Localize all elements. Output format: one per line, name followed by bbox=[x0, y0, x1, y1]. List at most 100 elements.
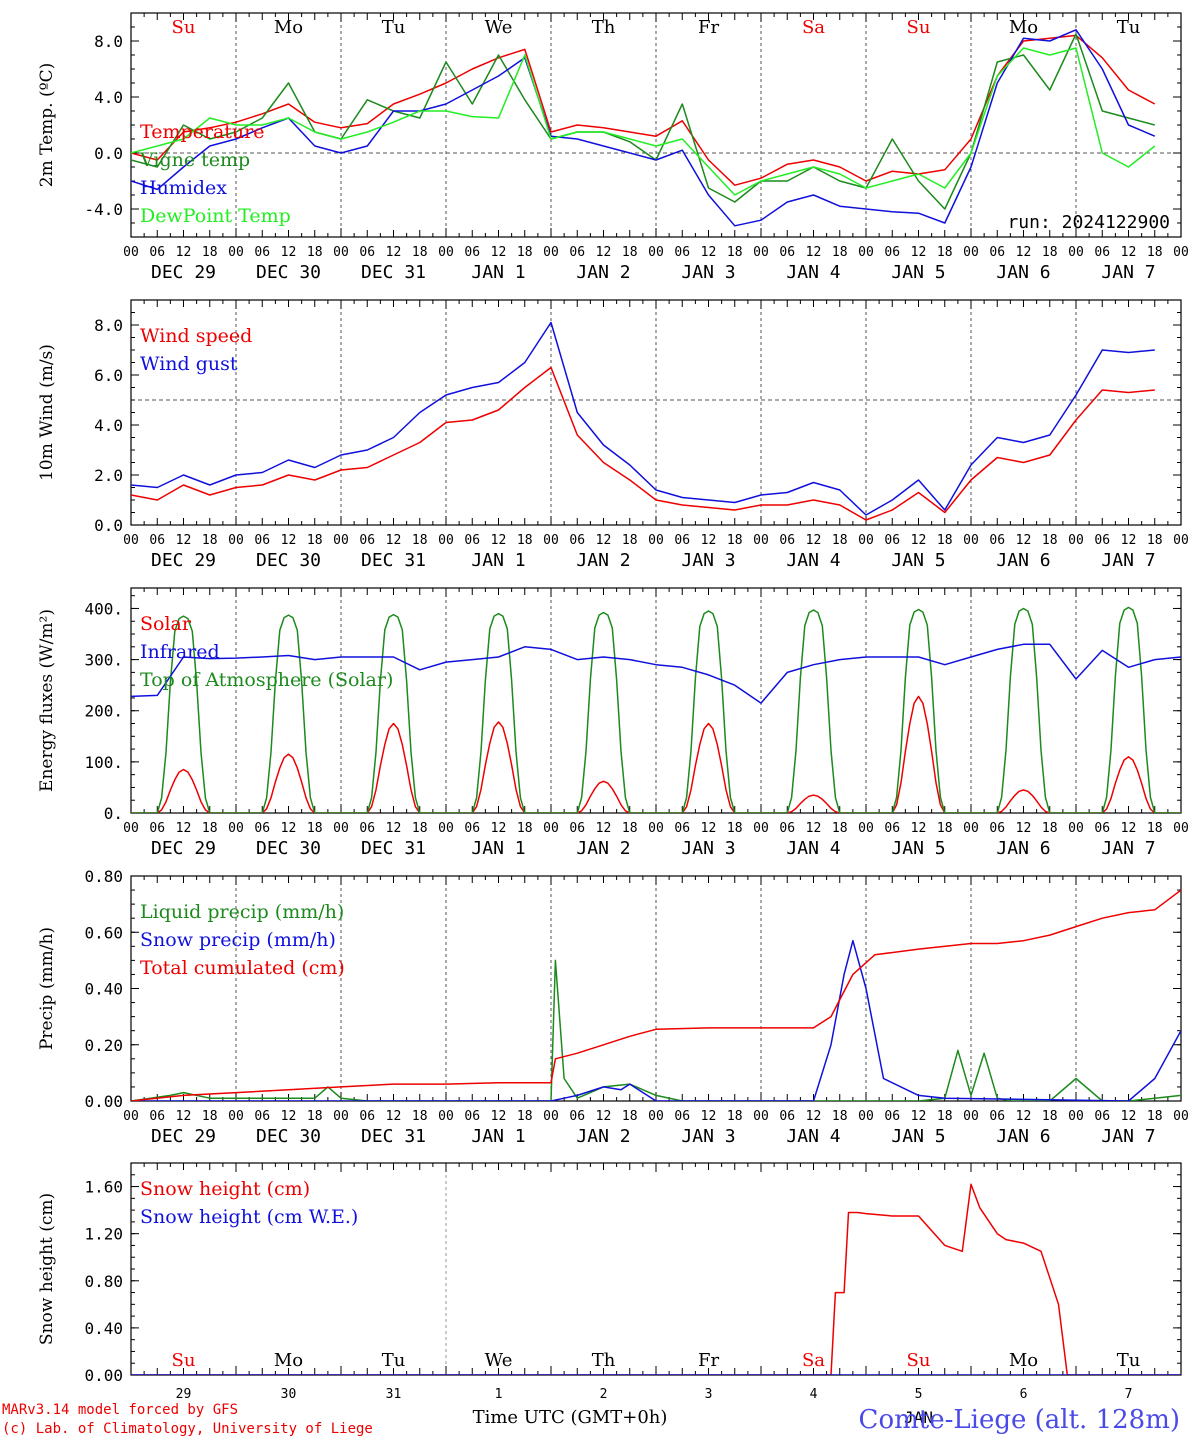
y-axis-label: Precip (mm/h) bbox=[37, 927, 57, 1050]
date-label: JAN 1 bbox=[471, 550, 525, 571]
y-tick-label: 1.60 bbox=[84, 1178, 123, 1197]
hour-tick-label: 06 bbox=[569, 1109, 585, 1124]
hour-tick-label: 00 bbox=[543, 1109, 559, 1124]
weekday-label: Tu bbox=[1117, 1350, 1141, 1371]
weekday-label: Su bbox=[172, 17, 196, 38]
hour-tick-label: 12 bbox=[491, 533, 507, 548]
y-tick-label: 300. bbox=[84, 651, 123, 670]
series-line-humidex bbox=[131, 29, 1156, 227]
hour-tick-label: 06 bbox=[464, 533, 480, 548]
hour-tick-label: 06 bbox=[254, 533, 270, 548]
station-label: Comte-Liege (alt. 128m) bbox=[859, 1405, 1180, 1435]
hour-tick-label: 12 bbox=[1121, 245, 1137, 260]
panel-5: 0.00 0.40 0.80 1.20 1.60 Snow height (cm) Su Mo… bbox=[37, 1162, 1182, 1385]
date-label: JAN 2 bbox=[576, 262, 630, 283]
hour-tick-label: 18 bbox=[727, 245, 743, 260]
hour-tick-label: 12 bbox=[596, 533, 612, 548]
y-axis-label: Energy fluxes (W/m²) bbox=[37, 609, 57, 792]
hour-tick-label: 06 bbox=[254, 1109, 270, 1124]
hour-tick-label: 12 bbox=[806, 821, 822, 836]
legend-entry: Infrared bbox=[140, 641, 220, 663]
legend-entry: Snow height (cm W.E.) bbox=[140, 1206, 358, 1228]
y-tick-label: 0.20 bbox=[84, 1036, 123, 1055]
weekday-label: Tu bbox=[382, 17, 406, 38]
hour-tick-label: 12 bbox=[176, 821, 192, 836]
hour-tick-label: 06 bbox=[149, 245, 165, 260]
hour-tick-label: 06 bbox=[989, 1109, 1005, 1124]
date-label: JAN 4 bbox=[786, 550, 840, 571]
day-number-label: 29 bbox=[176, 1387, 192, 1402]
day-number-label: 5 bbox=[915, 1387, 923, 1402]
hour-tick-label: 00 bbox=[1068, 1109, 1084, 1124]
hour-tick-label: 06 bbox=[674, 245, 690, 260]
hour-tick-label: 12 bbox=[1121, 1109, 1137, 1124]
hour-tick-label: 18 bbox=[832, 1109, 848, 1124]
hour-tick-label: 12 bbox=[1121, 533, 1137, 548]
hour-tick-label: 06 bbox=[254, 245, 270, 260]
date-label: JAN 1 bbox=[471, 1126, 525, 1147]
series-group bbox=[131, 889, 1181, 1101]
hour-tick-label: 12 bbox=[701, 1109, 717, 1124]
hour-tick-label: 18 bbox=[937, 245, 953, 260]
date-label: JAN 7 bbox=[1101, 1126, 1155, 1147]
hour-tick-label: 00 bbox=[648, 533, 664, 548]
hour-tick-label: 00 bbox=[333, 1109, 349, 1124]
hour-tick-label: 00 bbox=[1068, 533, 1084, 548]
hour-tick-label: 00 bbox=[123, 245, 139, 260]
hour-tick-label: 18 bbox=[307, 533, 323, 548]
y-tick-label: 0.80 bbox=[84, 1272, 123, 1291]
date-label: JAN 1 bbox=[471, 262, 525, 283]
hour-tick-label: 12 bbox=[911, 821, 927, 836]
weekday-label: Su bbox=[172, 1350, 196, 1371]
hour-tick-label: 12 bbox=[176, 533, 192, 548]
date-label: JAN 4 bbox=[786, 262, 840, 283]
month-label: JAN bbox=[904, 1408, 933, 1427]
hour-tick-label: 18 bbox=[622, 245, 638, 260]
hour-tick-label: 00 bbox=[858, 533, 874, 548]
date-label: DEC 31 bbox=[361, 262, 426, 283]
weekday-label: Mo bbox=[274, 17, 303, 38]
legend-entry: DewPoint Temp bbox=[140, 205, 291, 227]
hour-tick-label: 00 bbox=[543, 533, 559, 548]
y-tick-label: 100. bbox=[84, 753, 123, 772]
hour-tick-label: 18 bbox=[937, 821, 953, 836]
series-line-solar bbox=[131, 695, 1181, 813]
hour-tick-label: 12 bbox=[386, 821, 402, 836]
date-label: DEC 30 bbox=[256, 550, 321, 571]
hour-tick-label: 00 bbox=[543, 245, 559, 260]
hour-tick-label: 18 bbox=[832, 821, 848, 836]
y-tick-label: 0.80 bbox=[84, 867, 123, 886]
date-label: JAN 5 bbox=[891, 1126, 945, 1147]
hour-tick-label: 18 bbox=[1147, 245, 1163, 260]
hour-tick-label: 18 bbox=[307, 821, 323, 836]
hour-tick-label: 00 bbox=[963, 1109, 979, 1124]
hour-tick-label: 06 bbox=[569, 533, 585, 548]
hour-tick-label: 12 bbox=[1016, 821, 1032, 836]
legend-entry: Wind speed bbox=[140, 325, 252, 347]
hour-tick-label: 06 bbox=[989, 245, 1005, 260]
hour-tick-label: 06 bbox=[989, 533, 1005, 548]
hour-tick-label: 18 bbox=[307, 1109, 323, 1124]
hour-tick-label: 00 bbox=[333, 533, 349, 548]
y-tick-label: 6.0 bbox=[94, 366, 123, 385]
hour-tick-label: 06 bbox=[1094, 821, 1110, 836]
hour-tick-label: 00 bbox=[648, 245, 664, 260]
hour-tick-label: 12 bbox=[386, 533, 402, 548]
date-label: DEC 29 bbox=[151, 262, 216, 283]
hour-tick-label: 12 bbox=[281, 1109, 297, 1124]
date-label: JAN 6 bbox=[996, 550, 1050, 571]
hour-tick-label: 18 bbox=[1042, 533, 1058, 548]
hour-tick-label: 12 bbox=[596, 821, 612, 836]
hour-tick-label: 06 bbox=[989, 821, 1005, 836]
y-tick-label: -4.0 bbox=[84, 200, 123, 219]
hour-tick-label: 00 bbox=[858, 1109, 874, 1124]
hour-tick-label: 00 bbox=[753, 821, 769, 836]
y-tick-label: 0.40 bbox=[84, 980, 123, 999]
hour-tick-label: 06 bbox=[464, 821, 480, 836]
y-tick-label: 8.0 bbox=[94, 316, 123, 335]
date-label: JAN 5 bbox=[891, 262, 945, 283]
hour-tick-label: 12 bbox=[911, 533, 927, 548]
y-tick-label: 0.60 bbox=[84, 923, 123, 942]
day-number-label: 7 bbox=[1125, 1387, 1133, 1402]
